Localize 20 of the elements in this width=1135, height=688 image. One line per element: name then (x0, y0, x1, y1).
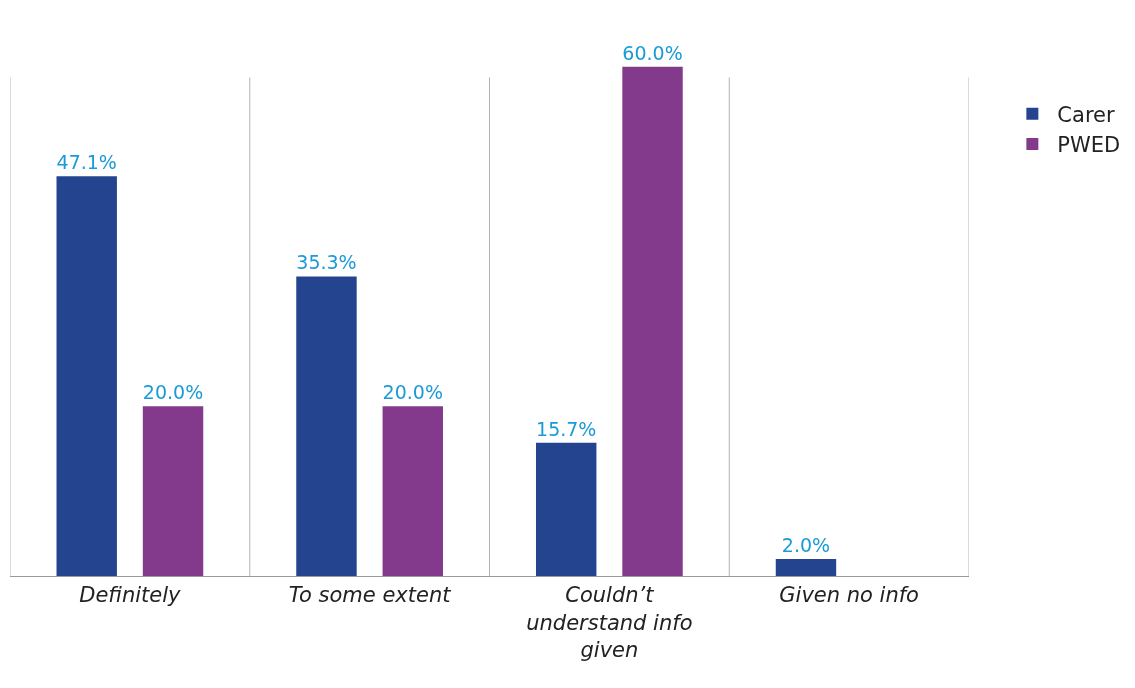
data-label: 15.7% (536, 417, 597, 440)
bar (775, 559, 837, 576)
bar (382, 406, 443, 576)
legend-label: PWED (1057, 133, 1121, 158)
data-label: 20.0% (382, 381, 443, 404)
x-tick-label: Definitely (79, 583, 182, 608)
data-label: 60.0% (622, 41, 683, 64)
bar (536, 442, 597, 576)
data-label: 47.1% (56, 151, 117, 174)
bar (142, 406, 204, 576)
x-tick-label: Given no info (779, 583, 919, 608)
data-label: 2.0% (781, 534, 831, 557)
bar (622, 66, 683, 576)
data-label: 20.0% (142, 381, 204, 404)
bar (56, 176, 117, 576)
bar (296, 276, 357, 576)
x-tick-label: To some extent (288, 583, 452, 608)
legend-label: Carer (1057, 102, 1115, 127)
x-tick-label: Couldn’t understand info given (526, 583, 693, 662)
data-label: 35.3% (296, 251, 357, 274)
